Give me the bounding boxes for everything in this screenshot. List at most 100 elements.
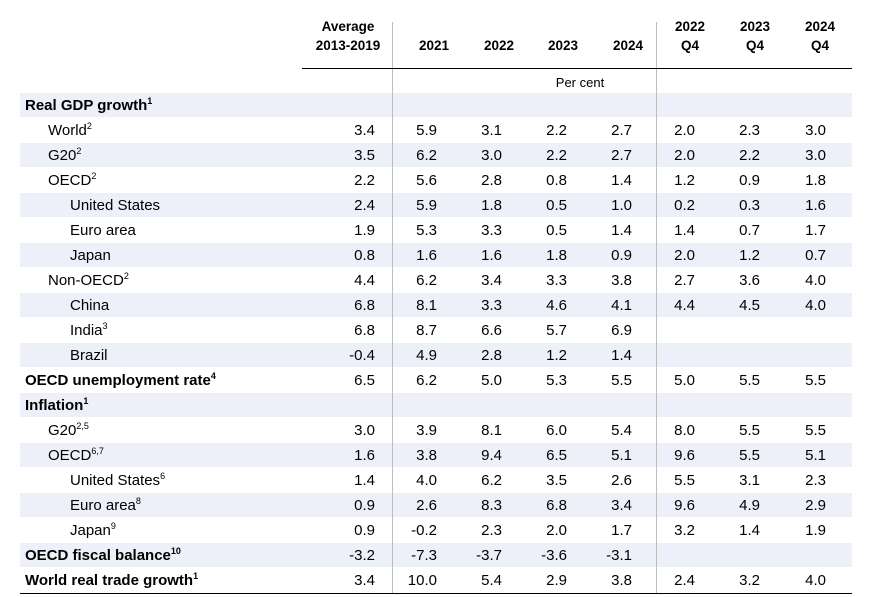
value-cell: 5.6 [416, 172, 437, 189]
row-label-text: OECD fiscal balance [25, 547, 171, 564]
value-cell: 6.5 [354, 372, 375, 389]
value-cell: 2.3 [805, 472, 826, 489]
value-cell: 6.2 [416, 147, 437, 164]
value-cell: 0.8 [354, 247, 375, 264]
value-cell: 5.5 [805, 372, 826, 389]
table-row: India3 6.8 8.7 6.6 5.7 6.9 [20, 319, 852, 343]
footnote-marker: 2 [86, 121, 92, 131]
value-cell: 6.2 [416, 272, 437, 289]
table-row: OECD2 2.2 5.6 2.8 0.8 1.4 1.2 0.9 1.8 [20, 169, 852, 193]
row-band [20, 93, 852, 117]
bottom-rule [20, 593, 852, 594]
value-cell: 5.5 [805, 422, 826, 439]
row-label-text: G20 [48, 147, 77, 164]
value-cell: 2.3 [481, 522, 502, 539]
table-row: Non-OECD2 4.4 6.2 3.4 3.3 3.8 2.7 3.6 4.0 [20, 269, 852, 293]
value-cell: 5.9 [416, 122, 437, 139]
value-cell: 5.5 [674, 472, 695, 489]
value-cell: 2.8 [481, 347, 502, 364]
column-header: 2021 [418, 38, 450, 53]
value-cell: 2.7 [611, 122, 632, 139]
row-label-text: OECD [48, 172, 92, 189]
value-cell: 8.1 [481, 422, 502, 439]
row-label: Brazil [70, 347, 108, 364]
row-label-text: G20 [48, 422, 77, 439]
value-cell: 1.7 [805, 222, 826, 239]
value-cell: 3.1 [481, 122, 502, 139]
value-cell: 3.8 [416, 447, 437, 464]
row-label: Real GDP growth1 [25, 97, 152, 115]
value-cell: 3.4 [354, 122, 375, 139]
column-header: 2023 [547, 38, 579, 53]
footnote-marker: 2,5 [76, 421, 89, 431]
row-label: Japan9 [70, 522, 116, 540]
row-label: Non-OECD2 [48, 272, 129, 290]
table-row: Real GDP growth1 [20, 94, 852, 118]
value-cell: 5.5 [739, 422, 760, 439]
column-header: 2022 Q4 [674, 19, 706, 53]
value-cell: 2.6 [611, 472, 632, 489]
value-cell: 3.1 [739, 472, 760, 489]
value-cell: 0.9 [739, 172, 760, 189]
value-cell: 4.4 [354, 272, 375, 289]
table-row: Euro area8 0.9 2.6 8.3 6.8 3.4 9.6 4.9 2.9 [20, 494, 852, 518]
value-cell: 1.8 [481, 197, 502, 214]
value-cell: 6.8 [354, 297, 375, 314]
row-label-text: OECD [48, 447, 92, 464]
table-row: G202,5 3.0 3.9 8.1 6.0 5.4 8.0 5.5 5.5 [20, 419, 852, 443]
value-cell: 3.3 [481, 297, 502, 314]
row-band [20, 343, 852, 367]
value-cell: 5.3 [546, 372, 567, 389]
value-cell: 10.0 [407, 572, 437, 589]
value-cell: 3.0 [481, 147, 502, 164]
value-cell: 3.6 [739, 272, 760, 289]
column-header: 2024 Q4 [804, 19, 836, 53]
column-header: Average 2013-2019 [315, 19, 381, 53]
value-cell: 5.1 [611, 447, 632, 464]
column-header: 2022 [483, 38, 515, 53]
value-cell: 0.7 [805, 247, 826, 264]
value-cell: 3.3 [546, 272, 567, 289]
value-cell: 1.8 [805, 172, 826, 189]
value-cell: 3.0 [805, 147, 826, 164]
row-label: India3 [70, 321, 108, 340]
row-label-text: World real trade growth [25, 572, 194, 589]
value-cell: 4.0 [416, 472, 437, 489]
footnote-marker: 3 [102, 321, 108, 331]
row-label-text: China [70, 297, 110, 314]
value-cell: -3.7 [476, 547, 502, 564]
value-cell: 2.0 [674, 147, 695, 164]
value-cell: 5.0 [674, 372, 695, 389]
value-cell: 9.4 [481, 447, 502, 464]
row-label-text: Japan [70, 247, 111, 264]
value-cell: 4.0 [805, 272, 826, 289]
row-label: Japan [70, 247, 111, 264]
value-cell: 4.0 [805, 297, 826, 314]
value-cell: 1.2 [546, 347, 567, 364]
value-cell: 6.8 [546, 497, 567, 514]
value-cell: 0.5 [546, 197, 567, 214]
table-row: United States 2.4 5.9 1.8 0.5 1.0 0.2 0.3 1.6 [20, 194, 852, 218]
table-row: World2 3.4 5.9 3.1 2.2 2.7 2.0 2.3 3.0 [20, 119, 852, 143]
value-cell: 2.4 [674, 572, 695, 589]
value-cell: 2.0 [674, 122, 695, 139]
value-cell: 0.5 [546, 222, 567, 239]
value-cell: 2.2 [546, 122, 567, 139]
column-separator [392, 22, 393, 594]
row-label: OECD6,7 [48, 447, 104, 465]
value-cell: 1.2 [739, 247, 760, 264]
value-cell: 5.4 [481, 572, 502, 589]
row-label: Inflation1 [25, 396, 89, 415]
value-cell: 1.6 [481, 247, 502, 264]
row-label-text: Euro area [70, 497, 136, 514]
table-row: OECD fiscal balance10 -3.2 -7.3 -3.7 -3.6 -3.… [20, 544, 852, 568]
row-label: G202 [48, 147, 81, 165]
row-label-text: Japan [70, 522, 111, 539]
row-label-text: Non-OECD [48, 272, 124, 289]
value-cell: 1.8 [546, 247, 567, 264]
value-cell: 3.4 [481, 272, 502, 289]
value-cell: 8.3 [481, 497, 502, 514]
value-cell: 9.6 [674, 447, 695, 464]
value-cell: 2.2 [546, 147, 567, 164]
footnote-marker: 1 [83, 396, 89, 406]
